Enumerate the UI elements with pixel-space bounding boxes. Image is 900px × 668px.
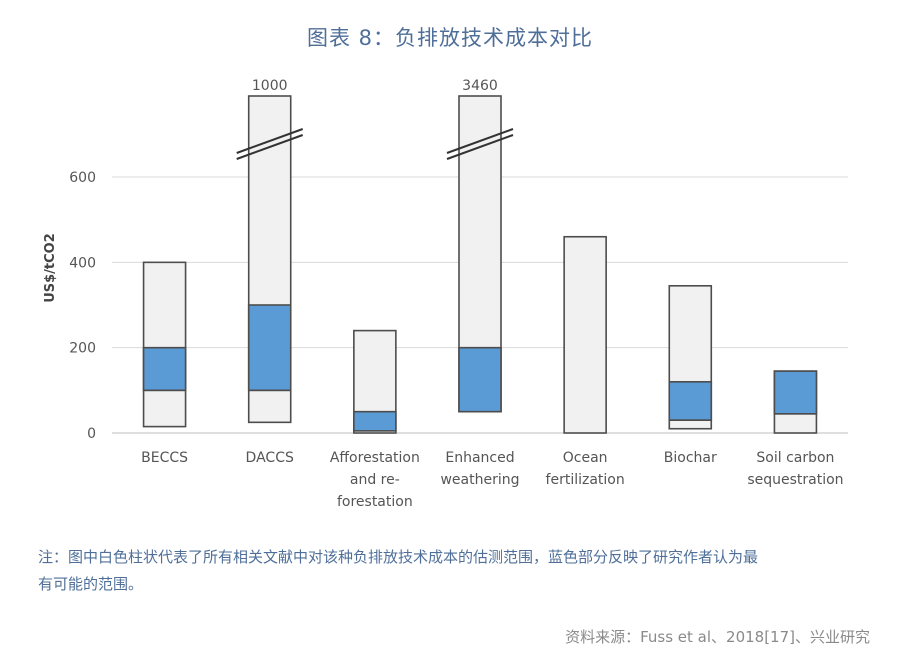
category-label: Biochar — [664, 450, 717, 466]
chart-note: 注：图中白色柱状代表了所有相关文献中对该种负排放技术成本的估测范围，蓝色部分反映… — [38, 548, 759, 593]
category-label: BECCS — [141, 450, 188, 466]
full-range-bar — [142, 261, 187, 428]
y-tick-label: 400 — [69, 255, 96, 271]
y-tick-label: 200 — [69, 341, 96, 357]
bar-value-label: 1000 — [252, 78, 288, 94]
axis-break-mark — [236, 134, 304, 160]
category-label: and re- — [350, 472, 400, 488]
y-axis-label: US$/tCO2 — [43, 233, 58, 303]
category-label: Afforestation — [330, 450, 420, 466]
y-tick-label: 600 — [69, 170, 96, 186]
category-label: fertilization — [546, 472, 625, 488]
bar-chart: 0 200 400 600 BECCS 1000 DACCS Afforestation and… — [43, 78, 848, 510]
likely-range-bar — [247, 304, 292, 392]
axis-break-mark — [236, 128, 304, 154]
category-label: Ocean — [563, 450, 608, 466]
category-label: Soil carbon — [756, 450, 834, 466]
category-label: weathering — [440, 472, 519, 488]
likely-range-bar — [353, 410, 397, 432]
chart-title: 图表 8：负排放技术成本对比 — [306, 26, 594, 50]
bar-value-label: 3460 — [462, 78, 498, 94]
axis-break-mark — [446, 128, 514, 154]
full-range-bar — [563, 235, 607, 434]
axis-break-mark — [446, 134, 514, 160]
likely-range-bar — [668, 380, 713, 421]
source-text: 资料来源：Fuss et al、2018[17]、兴业研究 — [565, 628, 870, 646]
bars — [142, 95, 818, 434]
category-label: Enhanced — [445, 450, 514, 466]
labels: 0 200 400 600 BECCS 1000 DACCS Afforestation and… — [69, 78, 843, 510]
likely-range-bar — [773, 370, 818, 415]
likely-range-bar — [458, 346, 502, 413]
category-label: forestation — [337, 494, 413, 510]
category-label: sequestration — [747, 472, 843, 488]
category-label: DACCS — [246, 450, 294, 466]
y-tick-label: 0 — [87, 426, 96, 442]
likely-range-bar — [142, 346, 187, 392]
